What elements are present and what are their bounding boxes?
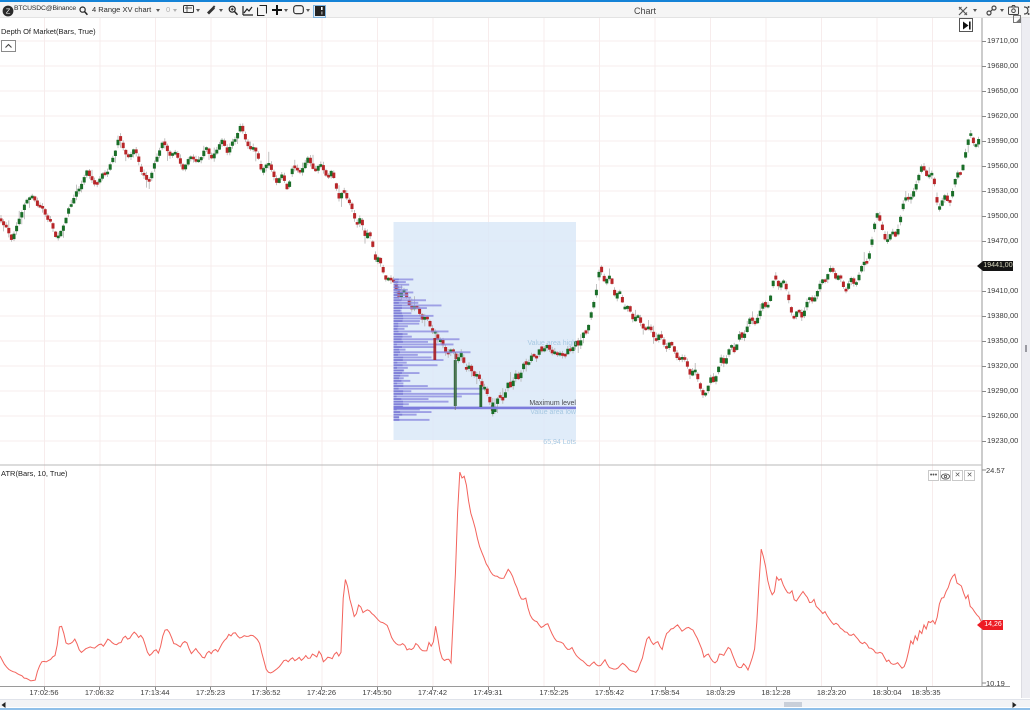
svg-text:Z: Z bbox=[6, 7, 11, 16]
